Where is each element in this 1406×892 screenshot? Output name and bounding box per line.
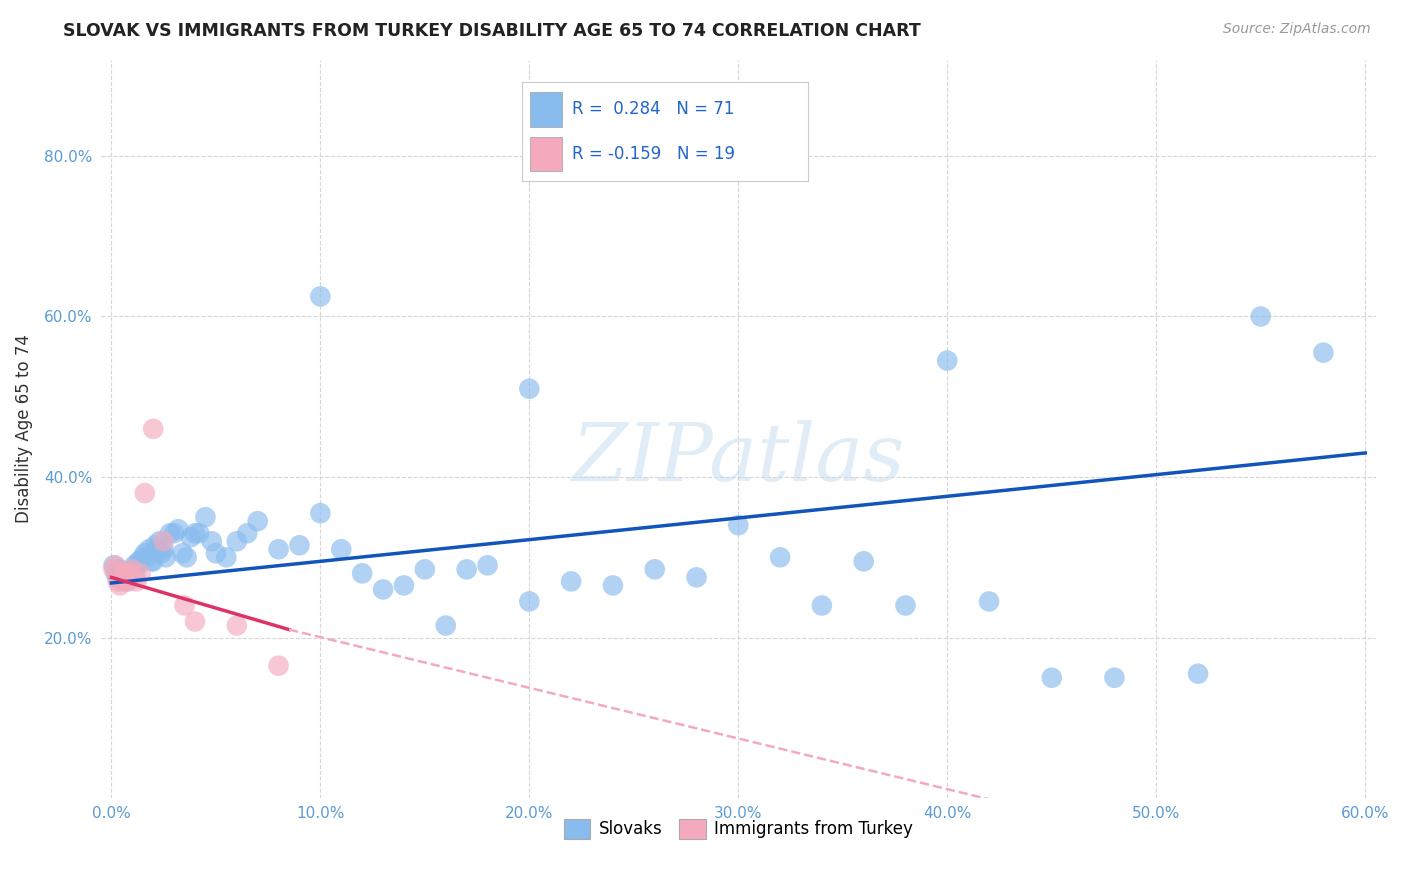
Point: [205, 546, 228, 560]
Point: [104, 566, 127, 581]
Point: [103, 562, 125, 576]
Point: [129, 566, 152, 581]
Point: [644, 562, 666, 576]
Point: [121, 562, 143, 576]
Legend: Slovaks, Immigrants from Turkey: Slovaks, Immigrants from Turkey: [557, 813, 920, 846]
Point: [309, 506, 332, 520]
Point: [115, 574, 138, 589]
Point: [852, 554, 875, 568]
Point: [159, 526, 181, 541]
Point: [124, 558, 146, 573]
Point: [201, 534, 224, 549]
Point: [128, 554, 150, 568]
Point: [121, 562, 143, 576]
Point: [184, 526, 207, 541]
Point: [477, 558, 499, 573]
Text: ZIPatlas: ZIPatlas: [572, 419, 905, 497]
Point: [267, 542, 290, 557]
Point: [392, 578, 415, 592]
Point: [811, 599, 834, 613]
Point: [977, 594, 1000, 608]
Point: [184, 615, 207, 629]
Point: [142, 422, 165, 436]
Point: [172, 546, 194, 560]
Point: [1104, 671, 1126, 685]
Point: [176, 550, 198, 565]
Point: [129, 554, 152, 568]
Point: [180, 530, 202, 544]
Point: [894, 599, 917, 613]
Point: [456, 562, 478, 576]
Point: [413, 562, 436, 576]
Point: [117, 570, 139, 584]
Point: [103, 558, 125, 573]
Point: [107, 570, 129, 584]
Point: [111, 570, 134, 584]
Point: [602, 578, 624, 592]
Point: [225, 534, 247, 549]
Point: [173, 599, 195, 613]
Point: [152, 542, 174, 557]
Point: [167, 522, 190, 536]
Point: [134, 486, 156, 500]
Point: [108, 562, 131, 576]
Point: [215, 550, 238, 565]
Point: [150, 546, 173, 560]
Point: [371, 582, 394, 597]
Point: [236, 526, 259, 541]
Point: [111, 574, 134, 589]
Point: [225, 618, 247, 632]
Point: [148, 534, 170, 549]
Point: [146, 542, 169, 557]
Point: [434, 618, 457, 632]
Point: [112, 566, 135, 581]
Point: [194, 510, 217, 524]
Point: [769, 550, 792, 565]
Point: [112, 566, 135, 581]
Point: [120, 566, 142, 581]
Point: [517, 382, 540, 396]
Point: [120, 566, 142, 581]
Text: SLOVAK VS IMMIGRANTS FROM TURKEY DISABILITY AGE 65 TO 74 CORRELATION CHART: SLOVAK VS IMMIGRANTS FROM TURKEY DISABIL…: [63, 22, 921, 40]
Point: [685, 570, 707, 584]
Point: [155, 550, 177, 565]
Point: [138, 542, 160, 557]
Point: [107, 574, 129, 589]
Point: [1187, 666, 1209, 681]
Point: [1040, 671, 1063, 685]
Point: [115, 566, 138, 581]
Point: [108, 578, 131, 592]
Point: [936, 353, 959, 368]
Point: [143, 538, 166, 552]
Point: [117, 574, 139, 589]
Point: [352, 566, 374, 581]
Point: [288, 538, 311, 552]
Point: [125, 562, 148, 576]
Point: [267, 658, 290, 673]
Point: [1250, 310, 1272, 324]
Point: [139, 554, 162, 568]
Point: [134, 546, 156, 560]
Point: [125, 574, 148, 589]
Point: [104, 558, 127, 573]
Point: [132, 550, 155, 565]
Point: [560, 574, 582, 589]
Point: [163, 526, 186, 541]
Point: [1312, 345, 1334, 359]
Point: [727, 518, 749, 533]
Point: [309, 289, 332, 303]
Point: [152, 534, 174, 549]
Point: [142, 554, 165, 568]
Point: [246, 514, 269, 528]
Point: [188, 526, 211, 541]
Point: [330, 542, 353, 557]
Text: Source: ZipAtlas.com: Source: ZipAtlas.com: [1223, 22, 1371, 37]
Y-axis label: Disability Age 65 to 74: Disability Age 65 to 74: [15, 334, 32, 524]
Point: [517, 594, 540, 608]
Point: [135, 550, 157, 565]
